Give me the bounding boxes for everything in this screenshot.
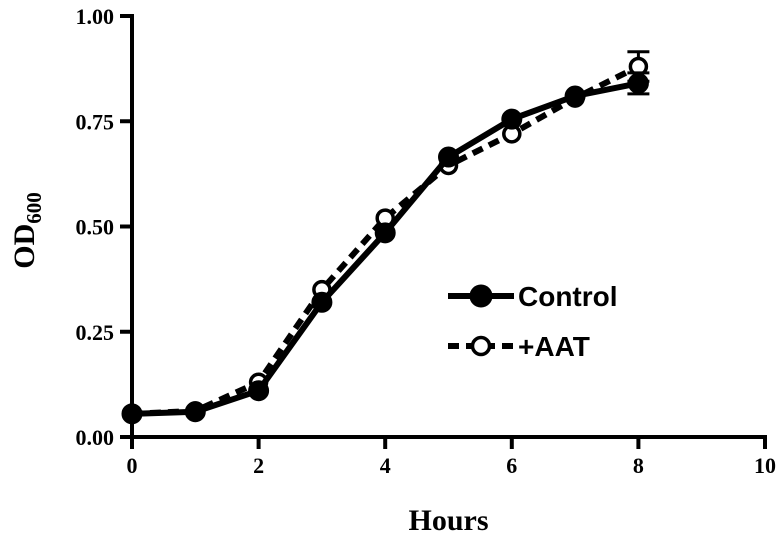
x-tick-label: 10: [754, 453, 776, 478]
y-tick-label: 0.50: [76, 215, 115, 240]
legend-entry-aat: +AAT: [448, 331, 590, 362]
series-layer: [121, 50, 650, 425]
y-tick-label: 0.75: [76, 109, 115, 134]
y-axis-title-main: OD: [8, 224, 41, 269]
legend-entry-control: Control: [448, 281, 618, 312]
x-tick-label: 8: [633, 453, 644, 478]
data-point: [374, 222, 396, 244]
data-point: [248, 380, 270, 402]
axes: [130, 14, 767, 439]
legend: Control +AAT: [448, 281, 618, 362]
data-point: [121, 403, 143, 425]
x-tick-label: 0: [127, 453, 138, 478]
x-tick-label: 2: [253, 453, 264, 478]
series-line: [131, 63, 640, 417]
data-point: [627, 72, 649, 94]
y-tick-label: 0.00: [76, 425, 115, 450]
y-axis-title-subscript: 600: [22, 192, 46, 224]
y-tick-label: 1.00: [76, 4, 115, 29]
y-tick-label: 0.25: [76, 320, 115, 345]
data-point: [311, 291, 333, 313]
legend-marker: [470, 335, 492, 357]
y-axis-title: OD600: [8, 192, 46, 269]
x-tick-label: 6: [506, 453, 517, 478]
x-axis-title: Hours: [408, 504, 488, 536]
series-control: [121, 71, 650, 425]
data-point: [564, 85, 586, 107]
data-point: [184, 401, 206, 423]
data-point: [501, 108, 523, 130]
data-point: [438, 146, 459, 168]
x-tick-label: 4: [380, 453, 391, 478]
ticks: 0.00 0.25 0.50 0.75 1.00 0 2 4 6 8 10: [76, 4, 777, 478]
legend-label: Control: [518, 281, 618, 312]
series-line: [131, 80, 639, 417]
legend-marker: [469, 284, 493, 308]
legend-label: +AAT: [518, 331, 590, 362]
